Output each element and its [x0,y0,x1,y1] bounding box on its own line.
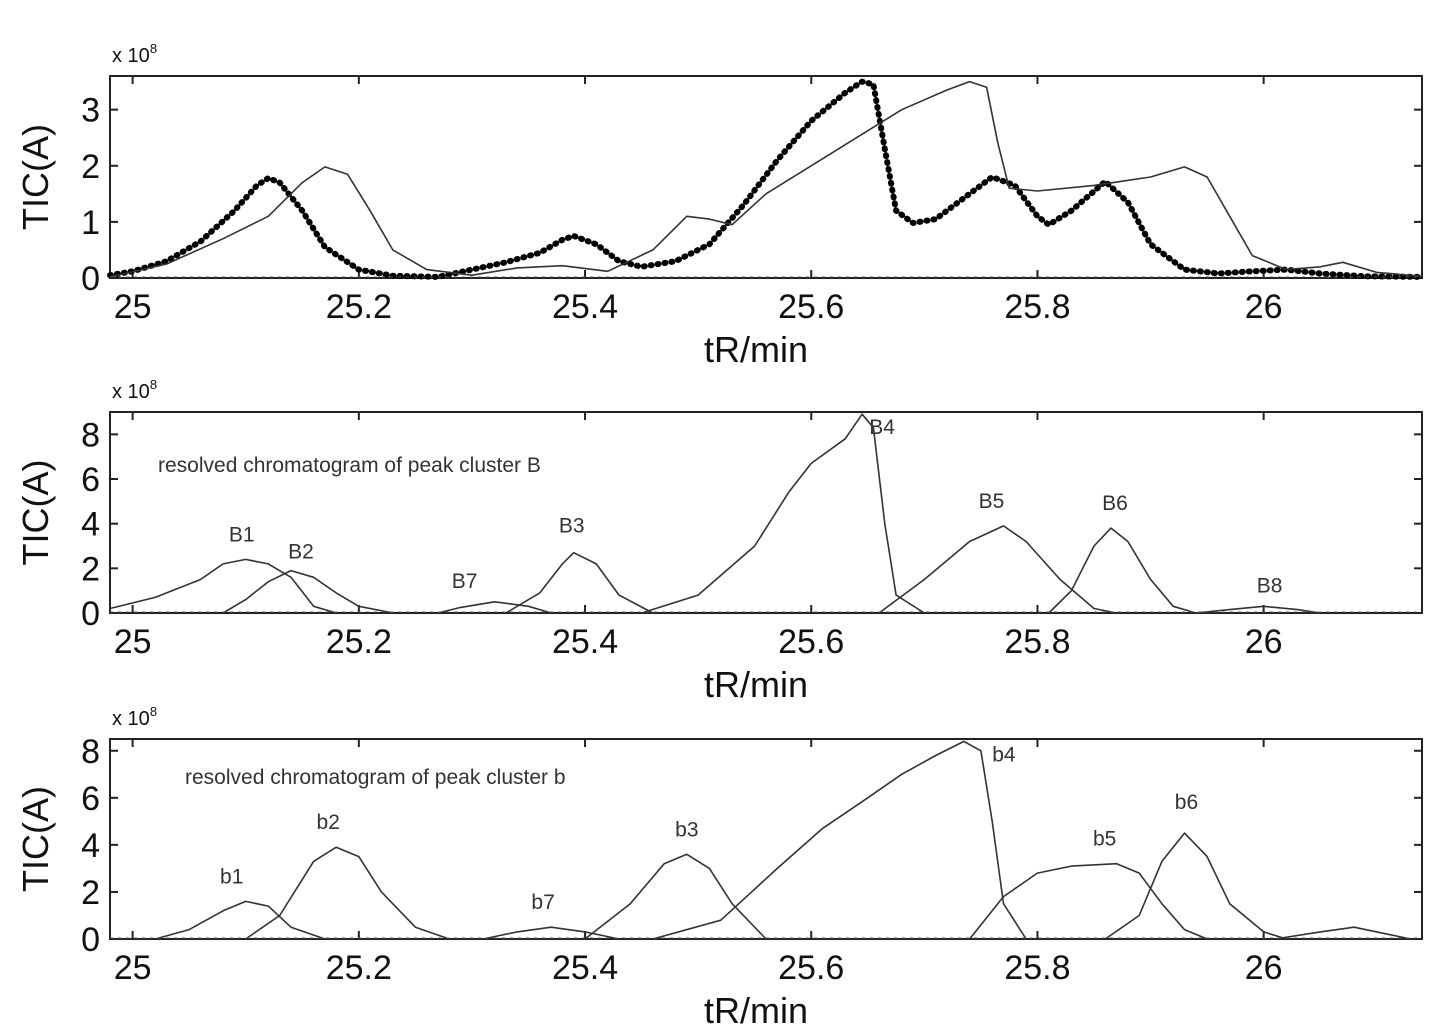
y-axis-label: TIC(A) [15,460,56,566]
chart-annotation: resolved chromatogram of peak cluster B [158,454,541,477]
peak-label-b7: b7 [531,891,554,914]
series-line-b3 [584,853,767,940]
y-tick-label: 8 [81,416,100,454]
y-axis-label: TIC(A) [15,124,56,230]
peak-label-B5: B5 [979,490,1005,513]
peak-label-B8: B8 [1257,574,1283,597]
series-line-b2 [245,846,450,940]
series-line-b6 [1104,832,1287,940]
x-tick-label: 25 [114,623,152,661]
x-tick-label: 25.8 [1004,288,1070,326]
x-tick-label: 25.4 [552,623,618,661]
series-line-B6 [1048,527,1197,614]
y-exponent-power: 8 [150,704,157,719]
y-tick-label: 8 [81,733,100,771]
x-tick-label: 25 [114,288,152,326]
peak-label-b2: b2 [317,811,340,834]
y-tick-label: 3 [81,92,100,130]
peak-label-B2: B2 [288,541,314,564]
panel-tic-overlay: 25 25.2 25.4 25.6 25.8 26 0 1 2 3 x 108 tR/min TIC(A… [15,41,1425,370]
y-exponent-power: 8 [150,377,157,392]
series-line-b7 [483,926,620,940]
y-tick-label: 2 [81,148,100,186]
x-tick-label: 25.2 [326,623,392,661]
peak-label-b5: b5 [1093,828,1116,851]
peak-label-B1: B1 [229,523,255,546]
x-tick-label: 25.6 [778,623,844,661]
series-line-b4 [652,740,1027,940]
x-tick-label: 25.2 [326,949,392,987]
x-tick-label: 25.6 [778,288,844,326]
x-tick-label: 25.4 [552,288,618,326]
y-tick-label: 4 [81,506,100,544]
y-tick-label: 0 [81,921,100,959]
y-tick-label: 0 [81,595,100,633]
series-line [1274,926,1411,940]
y-exponent-label: x 108 [112,41,157,67]
peak-label-b3: b3 [675,818,698,841]
plot-frame [109,411,1423,614]
series-line-B4 [641,413,925,614]
peak-label-B7: B7 [452,570,478,593]
series-line-B5 [878,525,1117,614]
peak-label-B6: B6 [1102,492,1128,515]
x-tick-label: 26 [1245,623,1283,661]
peak-label-B4: B4 [869,416,895,439]
series-line-b1 [154,900,326,940]
x-tick-label: 25.4 [552,949,618,987]
y-tick-label: 2 [81,550,100,588]
plot-frame [109,75,1423,279]
series-line-B8 [1195,605,1321,614]
y-tick-label: 0 [81,260,100,298]
y-tick-label: 6 [81,780,100,818]
peak-label-b6: b6 [1175,791,1198,814]
series-dotted-line [107,78,1425,280]
x-tick-label: 25 [114,949,152,987]
x-tick-label: 25.8 [1004,623,1070,661]
y-tick-label: 6 [81,461,100,499]
x-tick-label: 25.8 [1004,949,1070,987]
y-tick-label: 1 [81,204,100,242]
y-exponent-label: x 108 [112,704,157,730]
series-line-B7 [437,600,552,614]
series-line-B3 [505,551,654,614]
peak-label-b1: b1 [220,865,243,888]
x-axis-label: tR/min [704,664,808,705]
chart-annotation: resolved chromatogram of peak cluster b [185,766,566,789]
y-tick-label: 4 [81,827,100,865]
x-axis-label: tR/min [704,329,808,370]
series-line-B2 [222,569,393,614]
series-line [109,80,1423,278]
x-tick-label: 25.6 [778,949,844,987]
x-axis-label: tR/min [704,990,808,1031]
peak-label-b4: b4 [992,743,1016,766]
series-line-B1 [109,558,337,614]
series-line-b5 [968,862,1208,940]
x-tick-label: 25.2 [326,288,392,326]
y-exponent-label: x 108 [112,377,157,403]
y-tick-label: 2 [81,874,100,912]
y-exponent-power: 8 [150,41,157,56]
peak-label-B3: B3 [559,515,585,538]
x-tick-label: 26 [1245,288,1283,326]
y-axis-label: TIC(A) [15,786,56,892]
x-tick-label: 26 [1245,949,1283,987]
